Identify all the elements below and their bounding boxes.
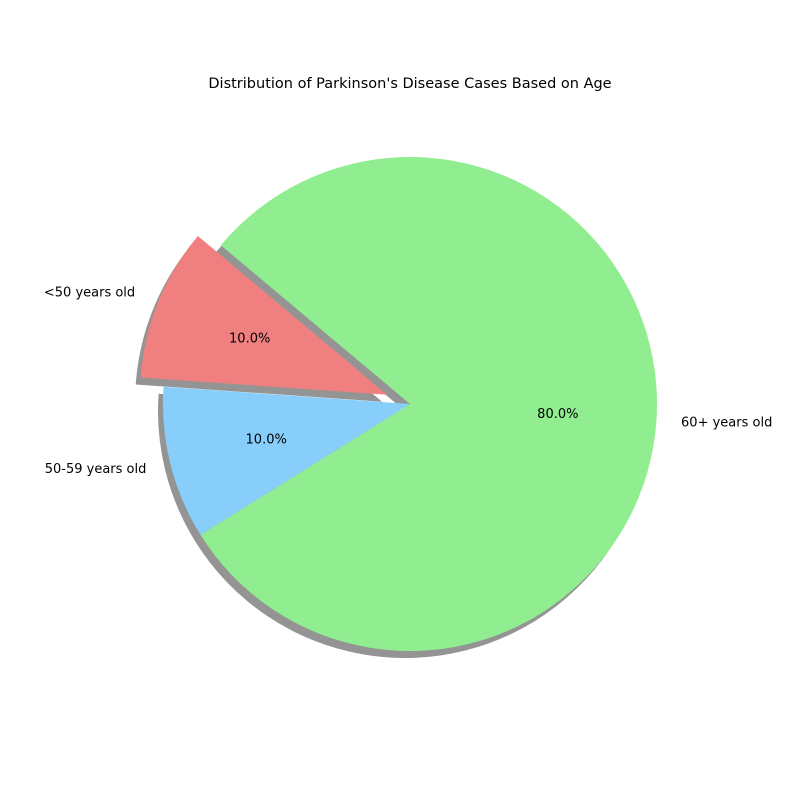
pie-slice-60-years-old [200, 156, 658, 651]
pie-slice-50-59-years-old [163, 386, 410, 535]
slice-label-50-years-old: <50 years old [44, 285, 135, 300]
slice-label-60-years-old: 60+ years old [681, 415, 772, 430]
slice-percent-60-years-old: 80.0% [537, 407, 578, 422]
slice-percent-50-years-old: 10.0% [229, 332, 270, 347]
pie-labels: <50 years old 10.0% 50-59 years old 10.0% 60… [44, 285, 772, 477]
slice-label-50-59-years-old: 50-59 years old [45, 462, 147, 477]
pie-slices [140, 156, 658, 651]
chart-title: Distribution of Parkinson's Disease Case… [208, 76, 611, 92]
pie-slice-50-years-old [140, 235, 388, 395]
slice-percent-50-59-years-old: 10.0% [246, 432, 287, 447]
